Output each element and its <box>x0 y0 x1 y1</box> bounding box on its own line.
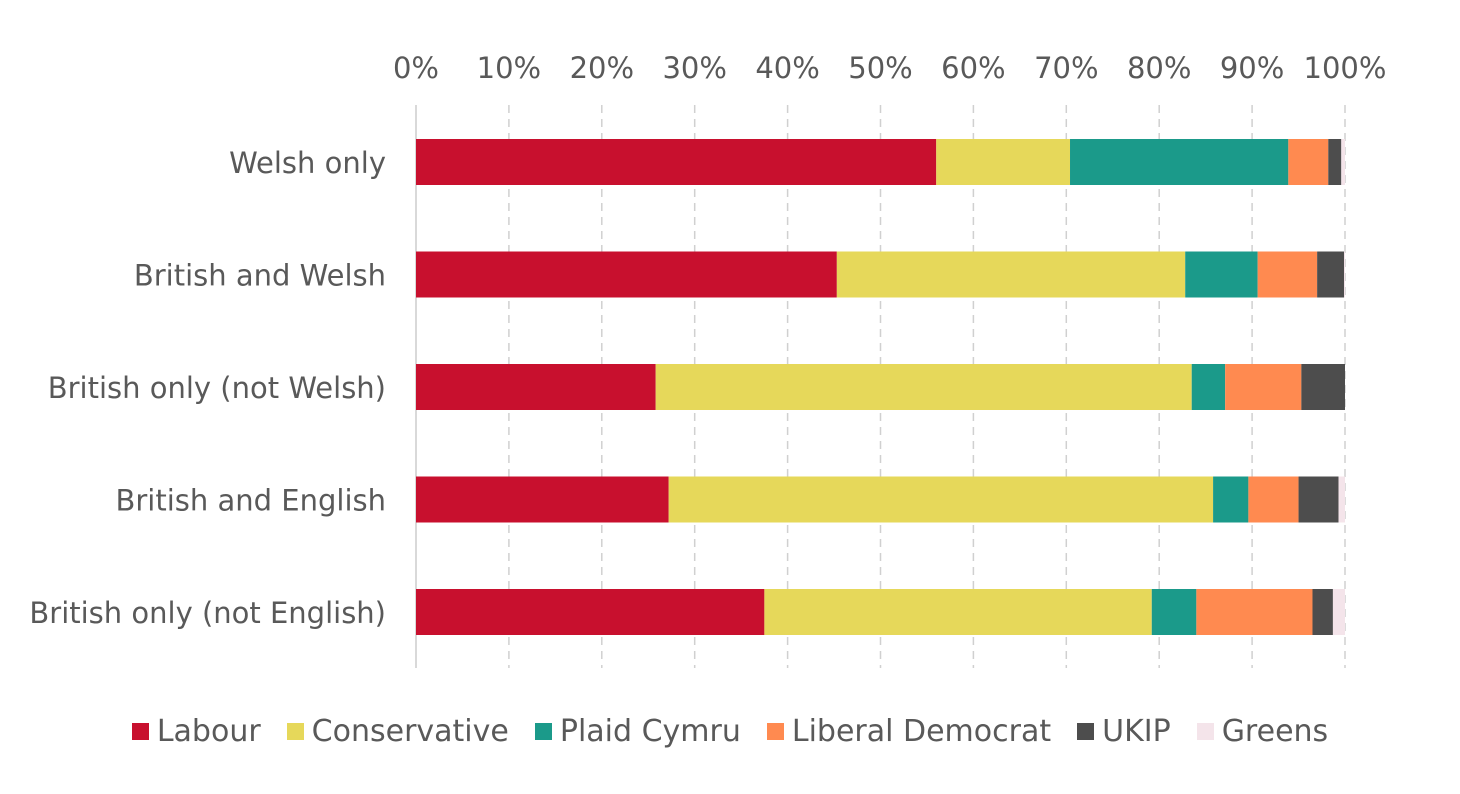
bar-segment-conservative <box>764 589 1152 635</box>
x-tick-label: 60% <box>941 51 1005 85</box>
x-tick-label: 100% <box>1304 51 1387 85</box>
bar-segment-labour <box>416 364 656 410</box>
category-label: Welsh only <box>229 146 386 180</box>
category-label: British only (not Welsh) <box>48 371 386 405</box>
bar-segment-liberal-democrat <box>1248 476 1299 523</box>
bar-segment-labour <box>416 251 837 298</box>
bar-segment-conservative <box>836 251 1186 298</box>
bars <box>416 139 1345 635</box>
bar-segment-labour <box>416 476 669 523</box>
legend-label: Plaid Cymru <box>559 713 741 749</box>
legend-item: Plaid Cymru <box>534 713 741 749</box>
legend-item: Labour <box>131 713 261 749</box>
category-label: British and English <box>115 484 386 518</box>
bar-segment-liberal-democrat <box>1257 251 1318 298</box>
bar-segment-plaid-cymru <box>1191 364 1226 410</box>
bar-segment-conservative <box>936 139 1071 185</box>
bar-segment-greens <box>1344 251 1345 298</box>
legend-swatch <box>1196 722 1214 740</box>
bar-segment-ukip <box>1312 589 1333 635</box>
legend-label: Greens <box>1221 713 1329 749</box>
bar-segment-liberal-democrat <box>1288 139 1329 185</box>
legend-swatch <box>1077 722 1095 740</box>
bar-segment-plaid-cymru <box>1213 476 1249 523</box>
bar-segment-plaid-cymru <box>1070 139 1289 185</box>
x-tick-label: 40% <box>755 51 819 85</box>
legend-item: UKIP <box>1077 714 1171 749</box>
x-tick-label: 70% <box>1034 51 1098 85</box>
bar-segment-plaid-cymru <box>1151 589 1197 635</box>
bar-segment-ukip <box>1317 251 1345 298</box>
category-label: British and Welsh <box>134 259 386 293</box>
chart-svg: 0% 10% 20% 30% 40% 50% 60% 70% 80% 90% 100% Welsh … <box>29 51 1386 668</box>
legend-label: Conservative <box>311 713 509 749</box>
legend-swatch <box>534 722 552 740</box>
bar-segment-ukip <box>1328 139 1342 185</box>
bar-segment-plaid-cymru <box>1185 251 1258 298</box>
legend-label: Labour <box>156 713 261 749</box>
bar-segment-greens <box>1338 476 1345 523</box>
bar-segment-ukip <box>1301 364 1345 410</box>
bar-segment-liberal-democrat <box>1225 364 1302 410</box>
x-tick-label: 80% <box>1127 51 1191 85</box>
x-tick-label: 0% <box>393 51 439 85</box>
legend-label: UKIP <box>1102 713 1171 749</box>
bar-segment-greens <box>1332 589 1345 635</box>
x-tick-label: 90% <box>1220 51 1284 85</box>
x-tick-label: 20% <box>570 51 634 85</box>
legend-item: Liberal Democrat <box>766 713 1052 749</box>
x-tick-label: 30% <box>662 51 726 85</box>
legend: Labour Conservative Plaid Cymru Liberal Dem… <box>0 706 1460 756</box>
bar-segment-ukip <box>1298 476 1339 523</box>
bar-segment-greens <box>1341 139 1345 185</box>
legend-swatch <box>766 722 784 740</box>
x-tick-label: 50% <box>848 51 912 85</box>
bar-segment-labour <box>416 139 937 185</box>
category-label: British only (not English) <box>29 596 386 630</box>
bar-segment-liberal-democrat <box>1196 589 1313 635</box>
legend-item: Conservative <box>286 713 509 749</box>
legend-item: Greens <box>1196 713 1329 749</box>
legend-swatch <box>131 722 149 740</box>
legend-swatch <box>286 722 304 740</box>
bar-segment-conservative <box>655 364 1192 410</box>
bar-segment-conservative <box>668 476 1214 523</box>
x-tick-label: 10% <box>477 51 541 85</box>
x-tick-labels: 0% 10% 20% 30% 40% 50% 60% 70% 80% 90% 100% <box>393 51 1386 85</box>
legend-label: Liberal Democrat <box>791 713 1052 749</box>
category-labels: Welsh only British and Welsh British only … <box>29 146 386 630</box>
bar-segment-labour <box>416 589 765 635</box>
